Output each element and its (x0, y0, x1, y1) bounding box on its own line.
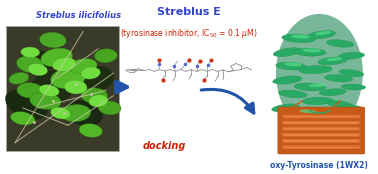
Ellipse shape (341, 84, 366, 90)
Ellipse shape (339, 69, 364, 77)
Ellipse shape (294, 48, 326, 56)
Ellipse shape (276, 14, 363, 132)
FancyBboxPatch shape (282, 139, 361, 143)
Ellipse shape (39, 85, 59, 96)
Bar (284, 116, 358, 117)
Ellipse shape (51, 68, 85, 89)
Ellipse shape (83, 66, 113, 90)
Ellipse shape (273, 48, 301, 57)
Ellipse shape (17, 56, 44, 73)
Ellipse shape (98, 101, 121, 115)
Ellipse shape (81, 88, 108, 104)
Ellipse shape (308, 83, 327, 87)
Ellipse shape (279, 90, 307, 98)
Ellipse shape (9, 72, 29, 84)
FancyBboxPatch shape (282, 114, 361, 119)
Ellipse shape (307, 31, 336, 39)
Ellipse shape (89, 95, 108, 107)
Text: oxy-Tyrosinase (1WX2): oxy-Tyrosinase (1WX2) (271, 161, 368, 170)
Ellipse shape (315, 31, 331, 35)
Bar (284, 134, 358, 136)
Ellipse shape (94, 49, 117, 63)
FancyBboxPatch shape (282, 121, 361, 125)
Text: docking: docking (143, 141, 186, 151)
Ellipse shape (338, 105, 362, 111)
Text: (tyrosinase inhibitor, IC$_{50}$ = 0.1 $\mu$M): (tyrosinase inhibitor, IC$_{50}$ = 0.1 $… (120, 27, 258, 39)
Ellipse shape (81, 67, 101, 79)
Ellipse shape (338, 52, 365, 59)
Ellipse shape (29, 70, 76, 104)
Ellipse shape (291, 109, 321, 117)
Ellipse shape (17, 83, 43, 98)
Ellipse shape (64, 100, 103, 126)
Text: Streblus ilicifolius: Streblus ilicifolius (36, 11, 121, 20)
Ellipse shape (318, 57, 347, 65)
Ellipse shape (41, 48, 73, 67)
FancyBboxPatch shape (282, 145, 361, 149)
Ellipse shape (276, 62, 307, 70)
FancyBboxPatch shape (278, 107, 365, 154)
Ellipse shape (21, 47, 40, 57)
Ellipse shape (291, 34, 310, 39)
Ellipse shape (28, 64, 48, 76)
Ellipse shape (40, 32, 66, 48)
Ellipse shape (294, 83, 326, 91)
Bar (284, 128, 358, 130)
Ellipse shape (79, 124, 102, 137)
Ellipse shape (299, 65, 332, 74)
Ellipse shape (69, 59, 97, 74)
Ellipse shape (325, 75, 353, 82)
Ellipse shape (303, 49, 321, 52)
Ellipse shape (19, 50, 57, 71)
Ellipse shape (64, 80, 87, 94)
Ellipse shape (299, 109, 317, 113)
Bar (6, 26, 119, 151)
Bar (284, 147, 358, 148)
FancyBboxPatch shape (282, 127, 361, 131)
Ellipse shape (30, 92, 61, 109)
Ellipse shape (284, 62, 302, 66)
Ellipse shape (302, 97, 333, 105)
Ellipse shape (60, 104, 91, 122)
Ellipse shape (53, 58, 76, 71)
Ellipse shape (272, 104, 299, 112)
Ellipse shape (326, 40, 354, 47)
Bar (284, 122, 358, 124)
Ellipse shape (315, 113, 342, 120)
Ellipse shape (282, 34, 316, 43)
Ellipse shape (319, 89, 346, 96)
Ellipse shape (5, 89, 48, 119)
Ellipse shape (11, 112, 35, 125)
Ellipse shape (327, 101, 353, 108)
Ellipse shape (273, 76, 302, 84)
Text: Streblus E: Streblus E (157, 7, 221, 17)
Ellipse shape (51, 107, 70, 119)
Ellipse shape (326, 57, 343, 61)
FancyBboxPatch shape (282, 133, 361, 137)
Bar (284, 140, 358, 142)
